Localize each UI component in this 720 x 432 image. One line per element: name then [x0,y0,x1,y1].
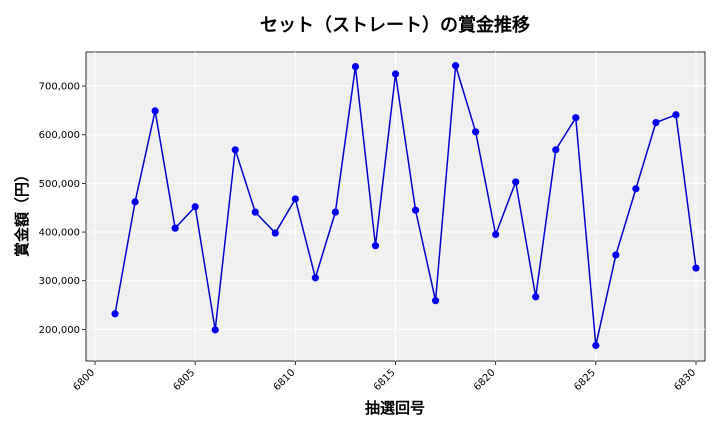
data-point [311,274,319,282]
data-point [151,107,159,115]
data-point [351,62,360,71]
data-point [111,310,119,318]
series-line [114,65,697,346]
grid [86,52,705,361]
data-point [492,230,500,239]
data-point [331,208,340,216]
data-point [451,62,460,70]
data-point [652,118,660,127]
series-layer [111,62,700,350]
data-point [131,198,139,206]
data-point [431,297,440,305]
data-point [592,341,600,350]
data-point [191,203,199,211]
data-point [231,146,239,154]
data-point [692,264,700,272]
data-point [612,251,620,259]
y-tick-label: 400,000 [39,228,80,239]
data-point [371,242,380,250]
y-tick-label: 500,000 [39,179,80,190]
y-tick-label: 200,000 [39,325,80,336]
x-axis-label: 抽選回号 [365,399,425,417]
data-point [532,293,540,301]
y-tick-label: 700,000 [39,82,80,93]
data-point [572,114,580,122]
data-point [391,70,400,78]
y-axis-ticks: 200,000 300,000 400,000 500,000 600,000 700,0… [39,82,86,336]
data-point [271,229,279,237]
data-point [552,146,560,154]
data-point [472,128,480,136]
y-tick-label: 600,000 [39,130,80,141]
data-point [632,185,640,193]
data-point [672,111,680,119]
data-point [411,206,420,214]
data-point [512,178,520,186]
data-point [211,326,219,334]
data-point [291,195,299,203]
y-tick-label: 300,000 [39,276,80,287]
data-point [171,224,179,232]
chart-title: セット（ストレート）の賞金推移 [260,14,530,36]
data-point [251,208,259,216]
y-axis-label: 賞金額（円） [13,167,31,257]
